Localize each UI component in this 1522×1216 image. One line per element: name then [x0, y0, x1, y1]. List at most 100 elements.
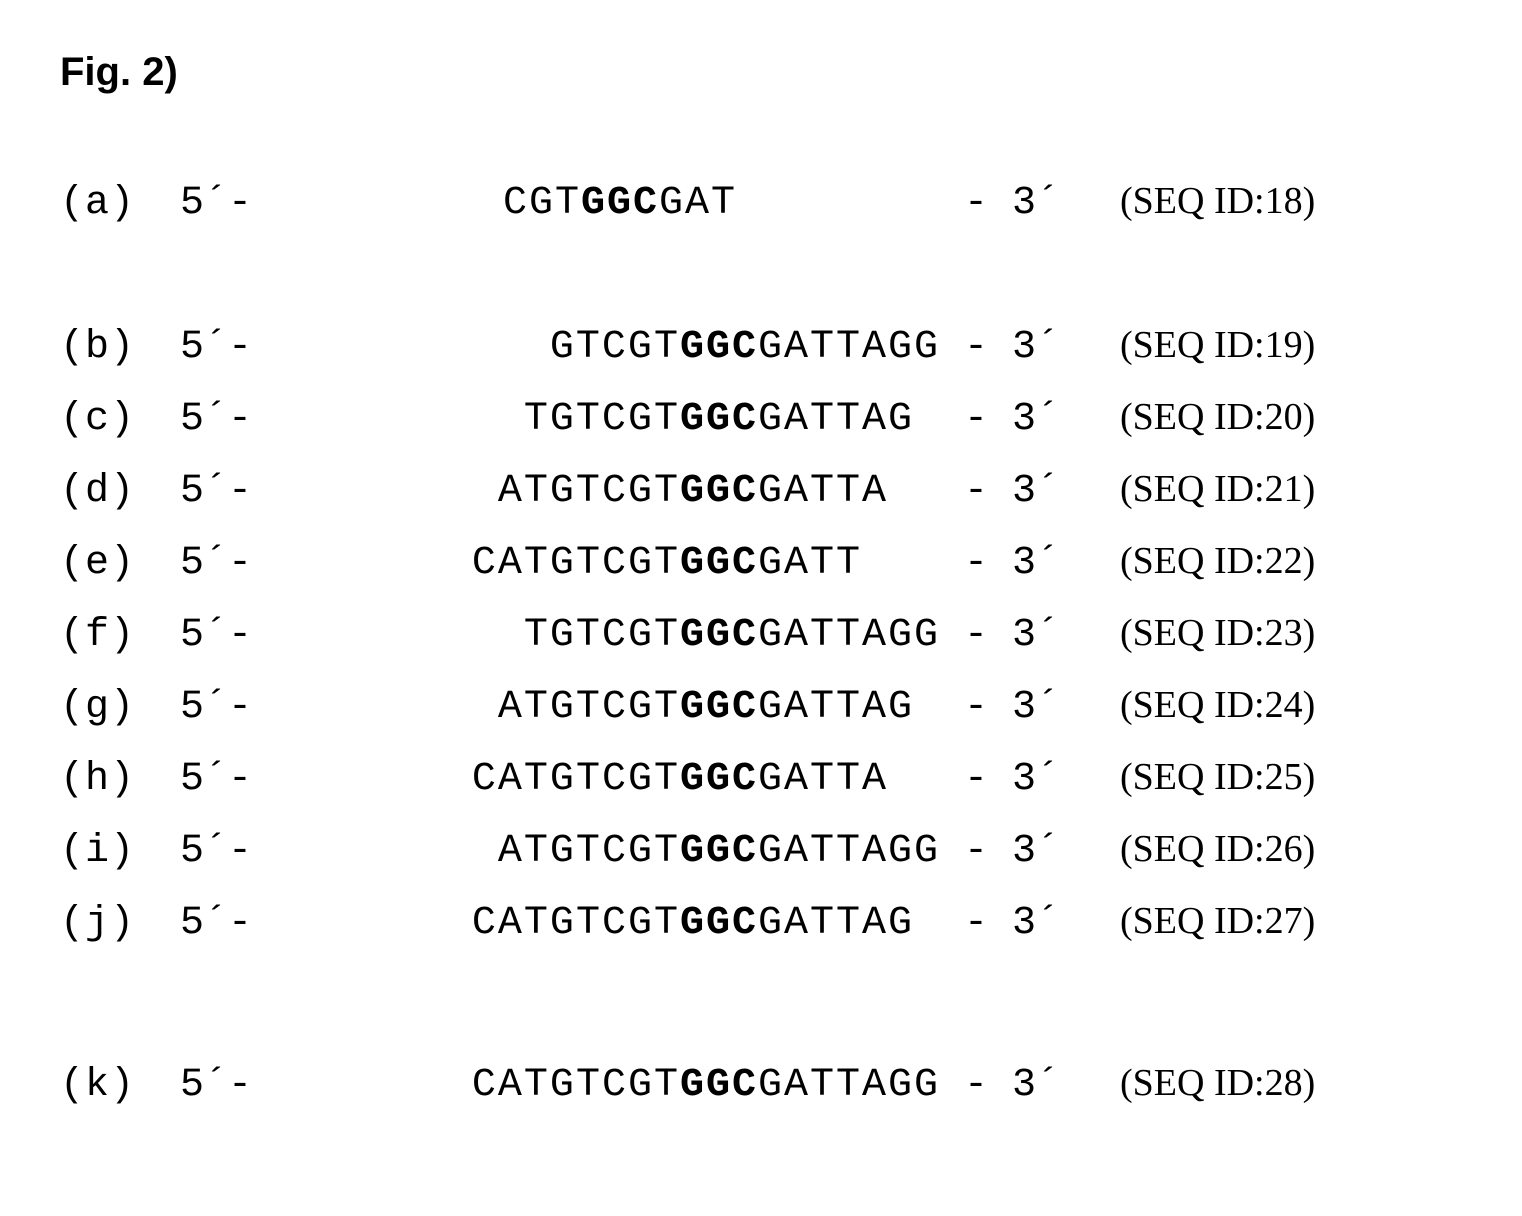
seq-id-label: (SEQ ID:18) [1120, 165, 1462, 237]
three-prime-label: - 3´ [940, 1050, 1120, 1122]
three-prime-label: - 3´ [940, 456, 1120, 528]
sequence-text: TGTCGTGGCGATTAGG [300, 600, 940, 672]
three-prime-label: - 3´ [940, 600, 1120, 672]
sequence-row: (d) 5´- ATGTCGTGGCGATTA - 3´ (SEQ ID:21) [60, 453, 1462, 525]
seq-pre: TGTCGT [524, 397, 680, 442]
seq-id-label: (SEQ ID:19) [1120, 309, 1462, 381]
three-prime-label: - 3´ [940, 384, 1120, 456]
three-prime-label: - 3´ [940, 312, 1120, 384]
seq-bold: GGC [680, 613, 758, 658]
seq-pre: CGT [503, 181, 581, 226]
sequence-text: GTCGTGGCGATTAGG [300, 312, 940, 384]
row-label: (a) [60, 168, 180, 240]
seq-id-label: (SEQ ID:23) [1120, 597, 1462, 669]
row-label: (k) [60, 1050, 180, 1122]
row-label: (h) [60, 744, 180, 816]
five-prime-label: 5´- [180, 312, 300, 384]
seq-bold: GGC [680, 469, 758, 514]
three-prime-label: - 3´ [940, 816, 1120, 888]
seq-id-label: (SEQ ID:26) [1120, 813, 1462, 885]
sequence-text: CGTGGCGAT [300, 168, 940, 240]
five-prime-label: 5´- [180, 888, 300, 960]
five-prime-label: 5´- [180, 528, 300, 600]
sequence-row: (k) 5´- CATGTCGTGGCGATTAGG - 3´ (SEQ ID:… [60, 1047, 1462, 1119]
five-prime-label: 5´- [180, 672, 300, 744]
seq-pre: ATGTCGT [498, 685, 680, 730]
three-prime-label: - 3´ [940, 888, 1120, 960]
sequence-text: CATGTCGTGGCGATT [300, 528, 940, 600]
figure-title: Fig. 2) [60, 50, 1462, 95]
seq-pre: CATGTCGT [472, 541, 680, 586]
seq-post: GATTA [758, 469, 940, 514]
seq-id-label: (SEQ ID:24) [1120, 669, 1462, 741]
sequence-text: TGTCGTGGCGATTAG [300, 384, 940, 456]
five-prime-label: 5´- [180, 744, 300, 816]
seq-id-label: (SEQ ID:21) [1120, 453, 1462, 525]
seq-pre: CATGTCGT [472, 1063, 680, 1108]
sequence-row: (c) 5´- TGTCGTGGCGATTAG - 3´ (SEQ ID:20) [60, 381, 1462, 453]
seq-bold: GGC [680, 1063, 758, 1108]
sequence-list: (a) 5´- CGTGGCGAT - 3´ (SEQ ID:18) (b) 5… [60, 165, 1462, 1119]
seq-pre: ATGTCGT [498, 829, 680, 874]
row-label: (b) [60, 312, 180, 384]
five-prime-label: 5´- [180, 168, 300, 240]
seq-post: GATT [758, 541, 940, 586]
sequence-row: (a) 5´- CGTGGCGAT - 3´ (SEQ ID:18) [60, 165, 1462, 237]
seq-post: GATTA [758, 757, 940, 802]
sequence-row: (e) 5´- CATGTCGTGGCGATT - 3´ (SEQ ID:22) [60, 525, 1462, 597]
seq-id-label: (SEQ ID:27) [1120, 885, 1462, 957]
seq-id-label: (SEQ ID:28) [1120, 1047, 1462, 1119]
seq-bold: GGC [680, 757, 758, 802]
seq-pre: ATGTCGT [498, 469, 680, 514]
five-prime-label: 5´- [180, 456, 300, 528]
sequence-row: (h) 5´- CATGTCGTGGCGATTA - 3´ (SEQ ID:25… [60, 741, 1462, 813]
seq-post: GATTAG [758, 397, 940, 442]
row-label: (f) [60, 600, 180, 672]
row-label: (g) [60, 672, 180, 744]
sequence-text: ATGTCGTGGCGATTA [300, 456, 940, 528]
seq-bold: GGC [680, 325, 758, 370]
five-prime-label: 5´- [180, 816, 300, 888]
seq-bold: GGC [680, 541, 758, 586]
seq-bold: GGC [680, 901, 758, 946]
seq-post: GATTAGG [758, 325, 940, 370]
three-prime-label: - 3´ [940, 168, 1120, 240]
three-prime-label: - 3´ [940, 528, 1120, 600]
three-prime-label: - 3´ [940, 672, 1120, 744]
seq-bold: GGC [680, 397, 758, 442]
seq-id-label: (SEQ ID:20) [1120, 381, 1462, 453]
five-prime-label: 5´- [180, 384, 300, 456]
seq-post: GATTAGG [758, 1063, 940, 1108]
sequence-text: CATGTCGTGGCGATTAG [300, 888, 940, 960]
seq-pre: CATGTCGT [472, 757, 680, 802]
seq-bold: GGC [581, 181, 659, 226]
sequence-text: ATGTCGTGGCGATTAGG [300, 816, 940, 888]
seq-bold: GGC [680, 829, 758, 874]
row-label: (c) [60, 384, 180, 456]
row-label: (d) [60, 456, 180, 528]
sequence-row: (j) 5´- CATGTCGTGGCGATTAG - 3´ (SEQ ID:2… [60, 885, 1462, 957]
seq-post: GATTAG [758, 901, 940, 946]
sequence-row: (g) 5´- ATGTCGTGGCGATTAG - 3´ (SEQ ID:24… [60, 669, 1462, 741]
seq-post: GATTAG [758, 685, 940, 730]
seq-id-label: (SEQ ID:25) [1120, 741, 1462, 813]
seq-pre: TGTCGT [524, 613, 680, 658]
sequence-row: (b) 5´- GTCGTGGCGATTAGG - 3´ (SEQ ID:19) [60, 309, 1462, 381]
sequence-text: CATGTCGTGGCGATTA [300, 744, 940, 816]
sequence-row: (i) 5´- ATGTCGTGGCGATTAGG - 3´ (SEQ ID:2… [60, 813, 1462, 885]
seq-pre: CATGTCGT [472, 901, 680, 946]
five-prime-label: 5´- [180, 1050, 300, 1122]
seq-id-label: (SEQ ID:22) [1120, 525, 1462, 597]
row-label: (i) [60, 816, 180, 888]
seq-bold: GGC [680, 685, 758, 730]
five-prime-label: 5´- [180, 600, 300, 672]
seq-pre: GTCGT [550, 325, 680, 370]
sequence-row: (f) 5´- TGTCGTGGCGATTAGG - 3´ (SEQ ID:23… [60, 597, 1462, 669]
row-label: (e) [60, 528, 180, 600]
seq-post: GATTAGG [758, 613, 940, 658]
sequence-text: ATGTCGTGGCGATTAG [300, 672, 940, 744]
sequence-text: CATGTCGTGGCGATTAGG [300, 1050, 940, 1122]
seq-post: GATTAGG [758, 829, 940, 874]
three-prime-label: - 3´ [940, 744, 1120, 816]
seq-post: GAT [659, 181, 737, 226]
